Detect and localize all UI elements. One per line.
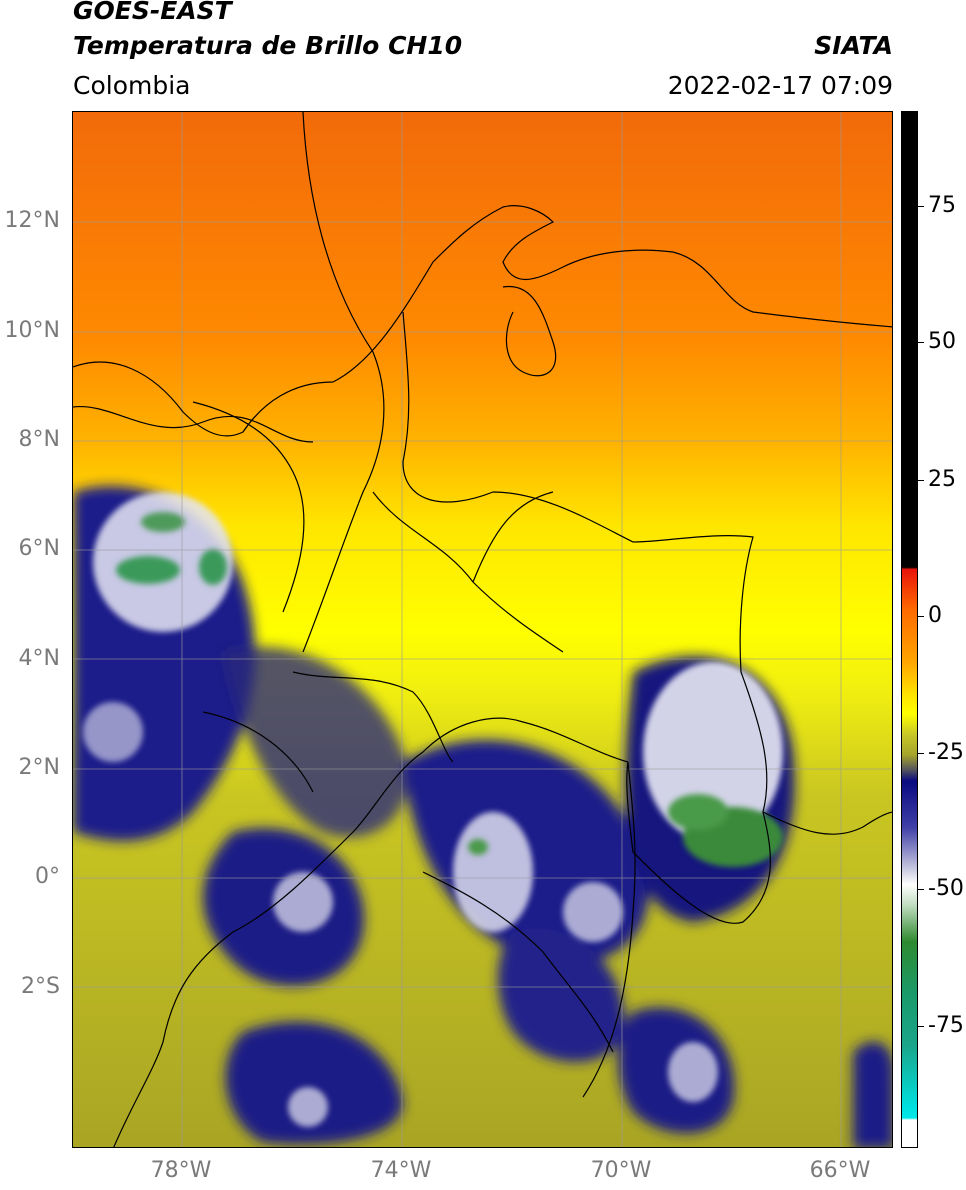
lat-label-6n: 6°N — [18, 536, 60, 561]
boundaries — [73, 112, 892, 1147]
cloud-layer — [73, 486, 892, 1147]
lon-label-78w: 78°W — [150, 1158, 212, 1183]
colorbar-label-minus75: -75 — [928, 1013, 964, 1038]
lat-label-12n: 12°N — [4, 208, 60, 233]
brightness-temperature-image — [73, 112, 892, 1147]
satellite-title: GOES-EAST — [73, 0, 232, 25]
cold-top-layer — [116, 512, 783, 867]
product-title: Temperatura de Brillo CH10 — [73, 31, 463, 60]
lat-label-4n: 4°N — [18, 646, 60, 671]
lat-label-2n: 2°N — [18, 755, 60, 780]
region-label: Colombia — [73, 71, 191, 100]
colorbar-tick-75 — [918, 206, 924, 207]
colorbar-label-minus50: -50 — [928, 876, 964, 901]
temperature-colorbar — [901, 111, 918, 1148]
colorbar-label-75: 75 — [928, 193, 956, 218]
datetime-label: 2022-02-17 07:09 — [667, 71, 893, 100]
colorbar-tick-0 — [918, 616, 924, 617]
lat-label-8n: 8°N — [18, 427, 60, 452]
lon-label-70w: 70°W — [590, 1158, 652, 1183]
colorbar-tick-25 — [918, 480, 924, 481]
colorbar-label-25: 25 — [928, 467, 956, 492]
agency-title: SIATA — [814, 31, 893, 60]
colorbar-tick-50 — [918, 342, 924, 343]
colorbar-tick-minus50 — [918, 889, 924, 890]
colorbar-gradient — [902, 112, 917, 1147]
lat-label-10n: 10°N — [4, 318, 60, 343]
satellite-map[interactable] — [72, 111, 893, 1148]
colorbar-label-0: 0 — [928, 603, 942, 628]
lon-label-74w: 74°W — [370, 1158, 432, 1183]
colorbar-label-minus25: -25 — [928, 740, 964, 765]
colorbar-tick-minus75 — [918, 1026, 924, 1027]
colorbar-tick-minus25 — [918, 753, 924, 754]
lon-label-66w: 66°W — [809, 1158, 871, 1183]
lat-label-0: 0° — [35, 864, 60, 889]
colorbar-label-50: 50 — [928, 329, 956, 354]
lat-label-2s: 2°S — [21, 974, 60, 999]
graticule — [73, 112, 892, 1147]
